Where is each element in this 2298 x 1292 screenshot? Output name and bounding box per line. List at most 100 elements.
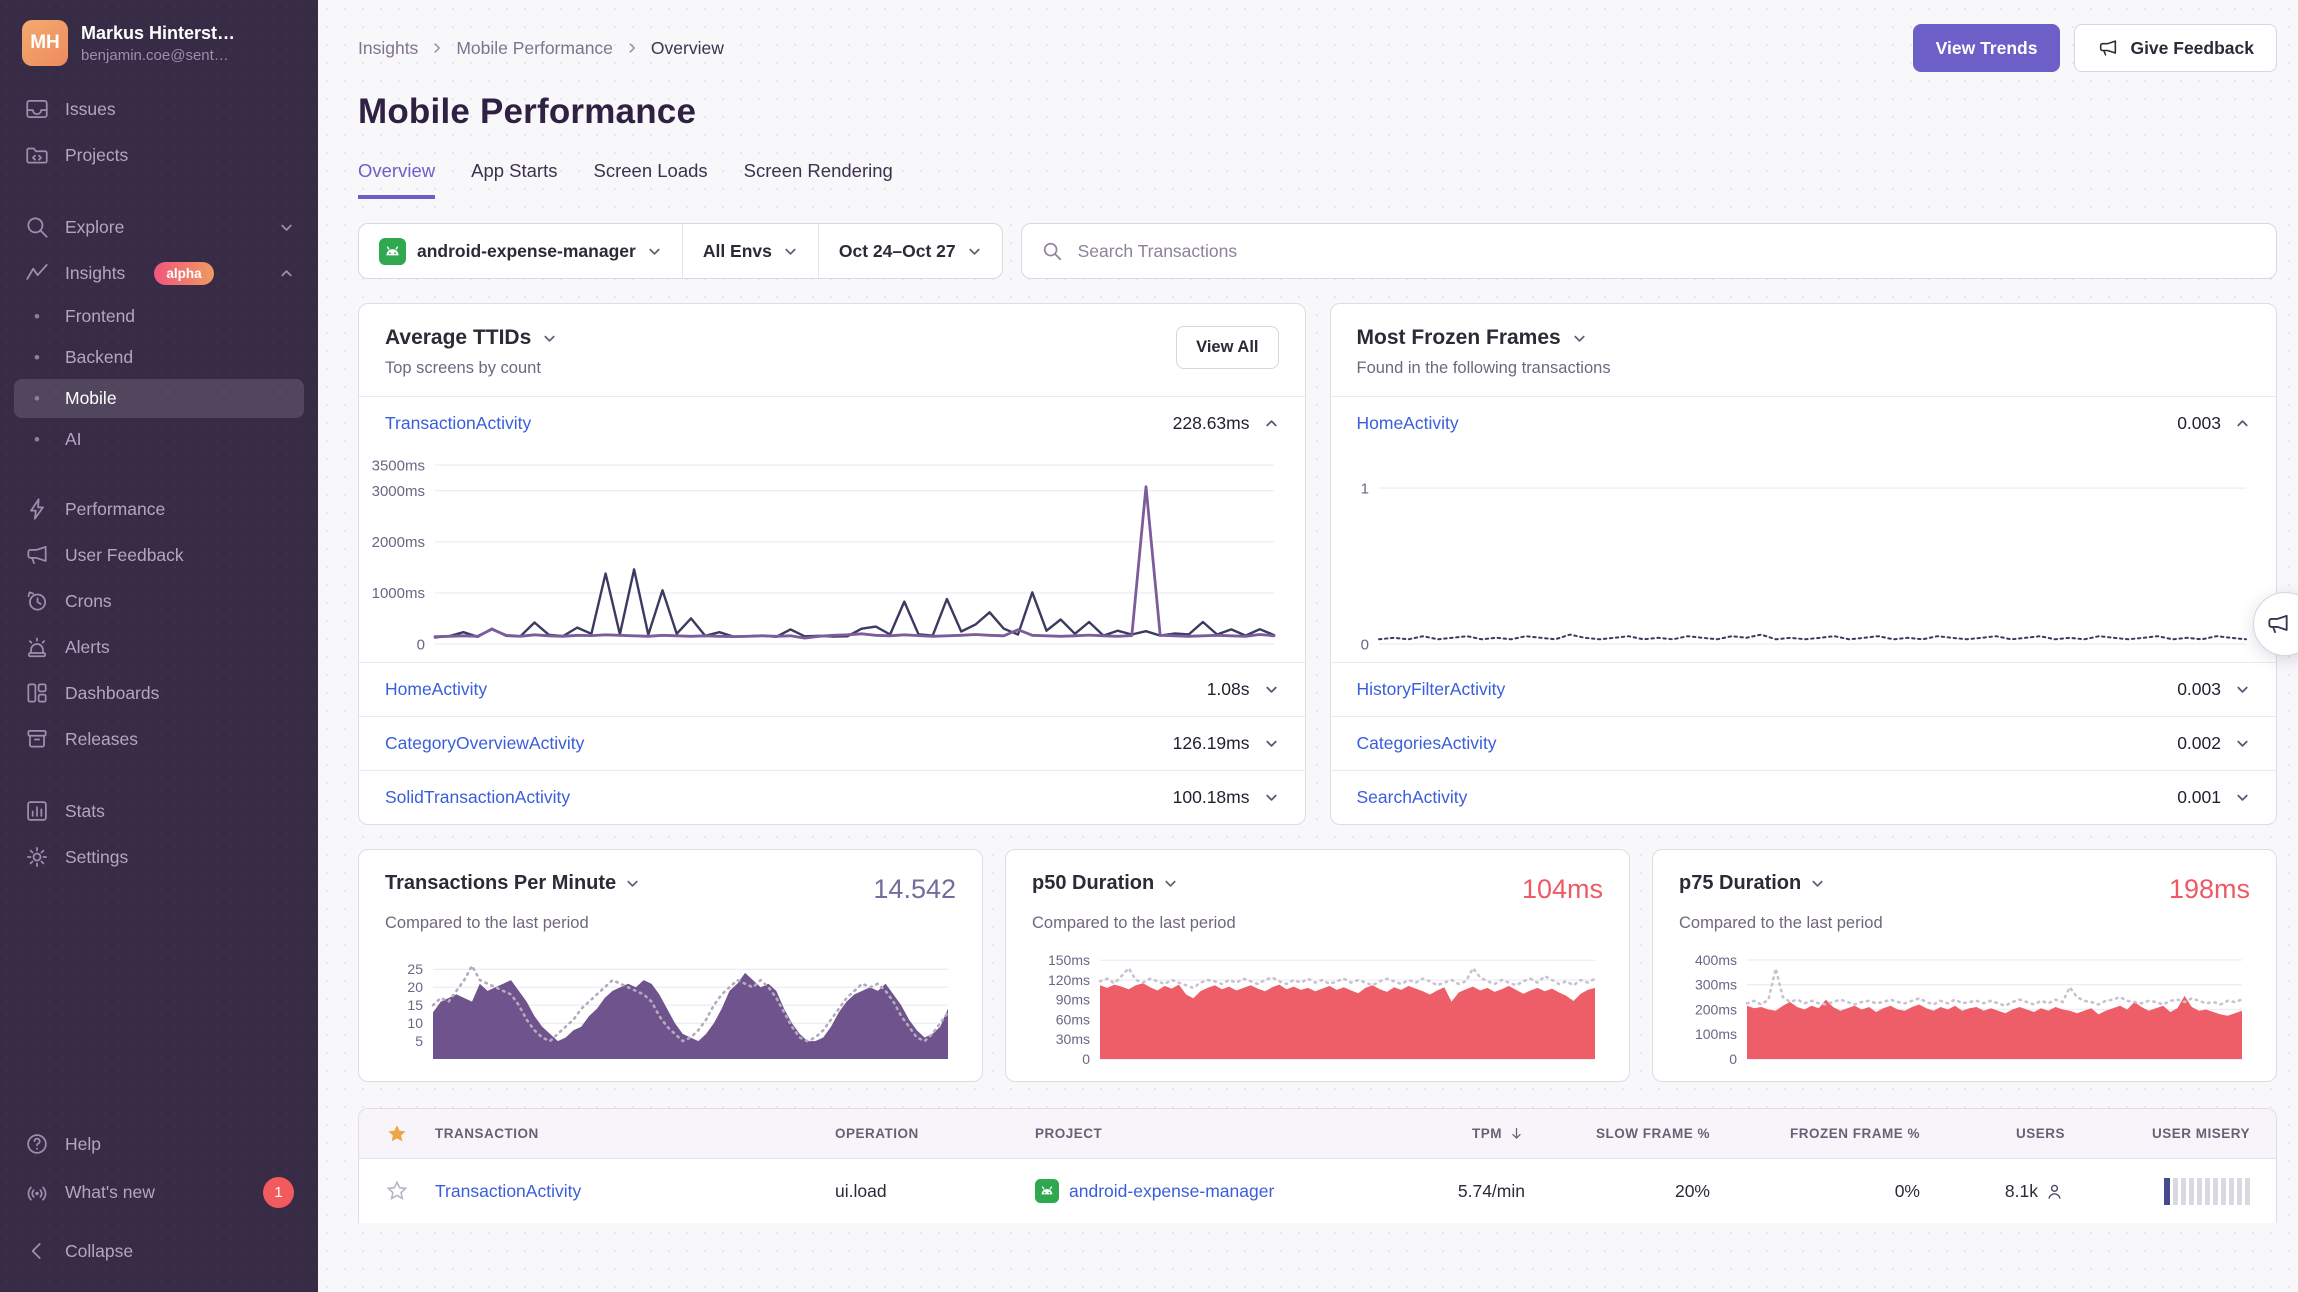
sidebar-item-backend[interactable]: Backend	[14, 338, 304, 377]
sidebar-item-settings[interactable]: Settings	[14, 835, 304, 879]
chevron-down-icon[interactable]	[1264, 790, 1279, 805]
transaction-link[interactable]: TransactionActivity	[385, 413, 532, 433]
main-content: Insights Mobile Performance Overview Vie…	[318, 0, 2298, 1292]
transaction-link[interactable]: HistoryFilterActivity	[1356, 679, 1506, 699]
metric-header: Transactions Per Minute 14.542	[385, 872, 956, 905]
chevron-up-icon[interactable]	[1264, 416, 1279, 431]
column-header-project[interactable]: PROJECT	[1035, 1126, 1103, 1141]
releases-icon	[27, 730, 47, 748]
card-header: Average TTIDs Top screens by count View …	[359, 304, 1305, 396]
give-feedback-button[interactable]: Give Feedback	[2074, 24, 2277, 72]
list-item[interactable]: CategoryOverviewActivity 126.19ms	[359, 717, 1305, 770]
sidebar-item-help[interactable]: Help	[14, 1122, 304, 1166]
metric-title[interactable]: p75 Duration	[1679, 872, 1825, 895]
tab-app-starts[interactable]: App Starts	[471, 160, 558, 181]
column-header-user-misery[interactable]: USER MISERY	[2151, 1126, 2250, 1141]
sidebar-item-frontend[interactable]: Frontend	[14, 297, 304, 336]
sidebar-item-explore[interactable]: Explore	[14, 205, 304, 249]
metric-subtitle: Compared to the last period	[1679, 914, 1883, 932]
sidebar-item-dashboards[interactable]: Dashboards	[14, 671, 304, 715]
list-item[interactable]: SearchActivity 0.001	[1331, 771, 2277, 824]
sidebar-collapse-button[interactable]: Collapse	[14, 1229, 304, 1273]
search-icon	[27, 217, 48, 238]
sidebar-item-label: Issues	[65, 98, 116, 119]
card-subtitle: Top screens by count	[385, 359, 541, 377]
sidebar-item-user-feedback[interactable]: User Feedback	[14, 533, 304, 577]
favorite-star-toggle[interactable]	[385, 1179, 435, 1203]
svg-text:0: 0	[1082, 1051, 1090, 1065]
breadcrumb-separator-icon	[430, 41, 444, 55]
transaction-link[interactable]: HomeActivity	[1356, 413, 1459, 433]
breadcrumb-insights[interactable]: Insights	[358, 37, 419, 58]
column-header-tpm[interactable]: TPM	[1375, 1125, 1525, 1142]
sidebar-item-projects[interactable]: Projects	[14, 133, 304, 177]
list-item[interactable]: HomeActivity 1.08s	[359, 663, 1305, 716]
issues-icon	[26, 100, 48, 118]
transaction-link[interactable]: HomeActivity	[385, 679, 488, 699]
column-header-slow-frame[interactable]: SLOW FRAME %	[1596, 1126, 1710, 1141]
chevron-down-icon[interactable]	[2235, 736, 2250, 751]
transaction-link[interactable]: CategoryOverviewActivity	[385, 733, 585, 753]
chevron-down-icon	[1810, 876, 1825, 891]
metric-title[interactable]: Transactions Per Minute	[385, 872, 640, 895]
sidebar-item-label: Backend	[65, 347, 134, 367]
transaction-link[interactable]: TransactionActivity	[435, 1180, 582, 1201]
project-selector[interactable]: android-expense-manager	[359, 224, 682, 278]
chevron-down-icon	[1572, 331, 1587, 346]
insights-icon	[26, 264, 48, 280]
column-header-transaction[interactable]: TRANSACTION	[435, 1126, 539, 1141]
project-link[interactable]: android-expense-manager	[1069, 1180, 1275, 1201]
svg-text:3000ms: 3000ms	[372, 483, 425, 500]
user-menu[interactable]: MH Markus Hinterst… benjamin.coe@sent…	[14, 16, 304, 70]
svg-text:15: 15	[407, 997, 423, 1013]
view-all-button[interactable]: View All	[1176, 326, 1279, 369]
chevron-down-icon[interactable]	[2235, 790, 2250, 805]
chevron-down-icon[interactable]	[1264, 736, 1279, 751]
bullet-icon	[24, 348, 50, 368]
card-title-row[interactable]: Average TTIDs	[385, 326, 557, 350]
svg-text:1: 1	[1360, 480, 1368, 497]
transaction-link[interactable]: SolidTransactionActivity	[385, 787, 571, 807]
floating-feedback-button[interactable]	[2253, 592, 2298, 656]
chevron-down-icon[interactable]	[2235, 682, 2250, 697]
chevron-up-icon[interactable]	[2235, 416, 2250, 431]
tab-overview[interactable]: Overview	[358, 160, 436, 199]
transaction-link[interactable]: SearchActivity	[1356, 787, 1468, 807]
sidebar-item-mobile[interactable]: Mobile	[14, 379, 304, 418]
chevron-down-icon[interactable]	[1264, 682, 1279, 697]
sidebar-item-releases[interactable]: Releases	[14, 717, 304, 761]
sidebar-item-stats[interactable]: Stats	[14, 789, 304, 833]
list-item[interactable]: SolidTransactionActivity 100.18ms	[359, 771, 1305, 824]
nav-spacer	[14, 880, 304, 1121]
tab-bar: Overview App Starts Screen Loads Screen …	[358, 160, 2277, 199]
svg-text:200ms: 200ms	[1695, 1001, 1737, 1017]
date-range-selector[interactable]: Oct 24–Oct 27	[817, 224, 1002, 278]
sidebar-item-issues[interactable]: Issues	[14, 87, 304, 131]
tab-screen-rendering[interactable]: Screen Rendering	[743, 160, 893, 181]
view-trends-button[interactable]: View Trends	[1912, 24, 2061, 72]
metric-header: p50 Duration 104ms	[1032, 872, 1603, 905]
sidebar-item-label: Explore	[65, 216, 125, 237]
breadcrumb-mobile-performance[interactable]: Mobile Performance	[456, 37, 613, 58]
list-item[interactable]: HistoryFilterActivity 0.003	[1331, 663, 2277, 716]
transaction-link[interactable]: CategoriesActivity	[1356, 733, 1497, 753]
sidebar-item-crons[interactable]: Crons	[14, 579, 304, 623]
star-column-header[interactable]	[385, 1122, 435, 1146]
sidebar-item-insights[interactable]: Insights alpha	[14, 251, 304, 295]
star-outline-icon	[385, 1179, 409, 1203]
list-item[interactable]: TransactionActivity 228.63ms	[359, 397, 1305, 450]
sidebar-item-whats-new[interactable]: What's new 1	[14, 1168, 304, 1217]
column-header-frozen-frame[interactable]: FROZEN FRAME %	[1790, 1126, 1920, 1141]
sidebar-item-ai[interactable]: AI	[14, 420, 304, 459]
column-header-users[interactable]: USERS	[2015, 1126, 2065, 1141]
sidebar-item-performance[interactable]: Performance	[14, 487, 304, 531]
tab-screen-loads[interactable]: Screen Loads	[593, 160, 708, 181]
search-input[interactable]	[1075, 239, 2257, 263]
list-item[interactable]: CategoriesActivity 0.002	[1331, 717, 2277, 770]
card-title-row[interactable]: Most Frozen Frames	[1357, 326, 1611, 350]
environment-selector[interactable]: All Envs	[681, 224, 818, 278]
metric-title[interactable]: p50 Duration	[1032, 872, 1178, 895]
sidebar-item-alerts[interactable]: Alerts	[14, 625, 304, 669]
list-item[interactable]: HomeActivity 0.003	[1331, 397, 2277, 450]
column-header-operation[interactable]: OPERATION	[835, 1126, 919, 1141]
